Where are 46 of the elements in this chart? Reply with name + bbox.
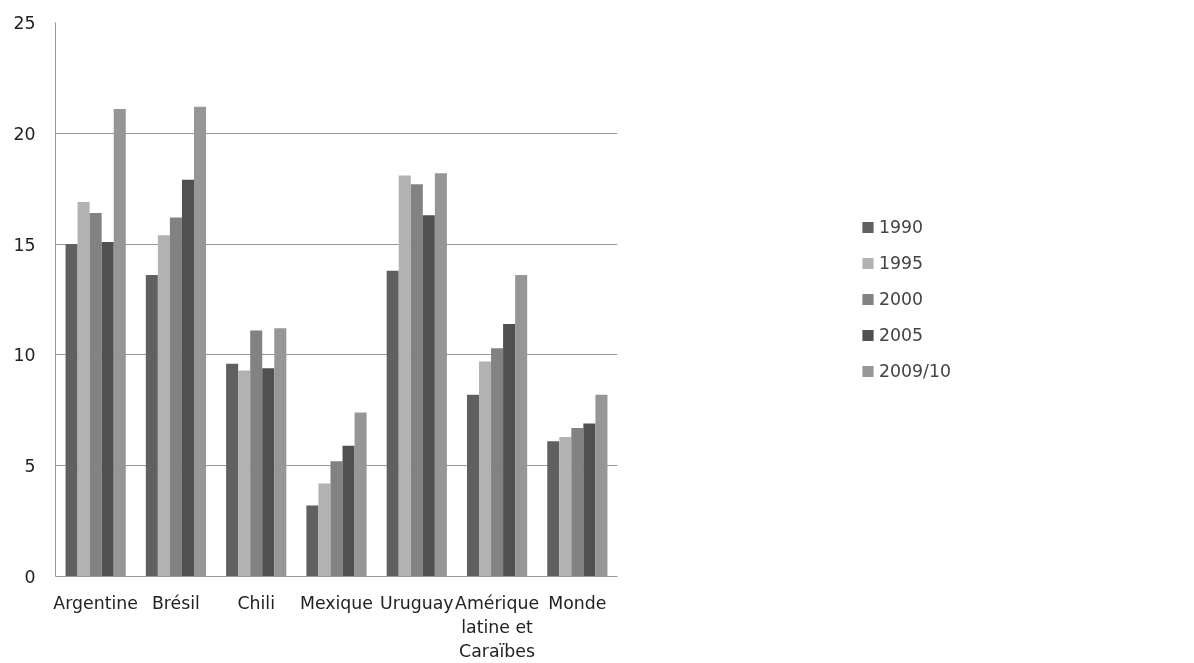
x-tick-label: Mexique — [299, 592, 374, 613]
legend-label: 1995 — [879, 253, 924, 273]
bar — [145, 275, 158, 577]
bar — [386, 270, 399, 577]
bar — [466, 394, 480, 577]
bar — [583, 423, 596, 577]
bar — [330, 461, 343, 577]
bar — [547, 441, 560, 577]
bar — [181, 179, 194, 577]
bar — [398, 175, 411, 577]
bar — [306, 505, 319, 577]
bar — [342, 445, 355, 577]
x-tick-label: Monde — [548, 592, 607, 613]
y-tick-label: 5 — [24, 456, 36, 477]
bar — [238, 370, 251, 577]
x-tick-label: Brésil — [151, 592, 200, 613]
bar — [503, 323, 516, 577]
bar — [169, 217, 182, 577]
y-tick-label: 10 — [13, 345, 36, 366]
bar — [101, 241, 114, 577]
x-tick-label: Chili — [237, 592, 275, 613]
legend-label: 2000 — [879, 289, 924, 309]
bar — [157, 235, 170, 577]
legend-label: 1990 — [879, 217, 924, 237]
legend-label: 2009/10 — [879, 361, 951, 381]
bar — [250, 330, 263, 577]
y-tick-label: 20 — [13, 123, 36, 144]
bar — [65, 244, 78, 577]
bar — [410, 184, 423, 577]
legend-label: 2005 — [879, 325, 924, 345]
bar — [226, 363, 239, 577]
y-tick-label: 15 — [13, 234, 36, 255]
bar — [422, 215, 435, 577]
x-tick-label: Amérique latine et Caraïbes — [455, 592, 540, 661]
x-tick-label: Uruguay — [379, 592, 454, 613]
bar — [479, 361, 492, 577]
bar — [559, 436, 572, 577]
bar — [491, 348, 504, 577]
bar — [262, 368, 275, 577]
bar — [77, 202, 90, 577]
bar — [571, 428, 584, 577]
bar — [89, 213, 102, 577]
y-tick-label: 0 — [24, 567, 36, 587]
y-tick-label: 25 — [13, 13, 36, 33]
x-tick-label: Argentine — [53, 592, 138, 613]
bar — [318, 483, 331, 577]
